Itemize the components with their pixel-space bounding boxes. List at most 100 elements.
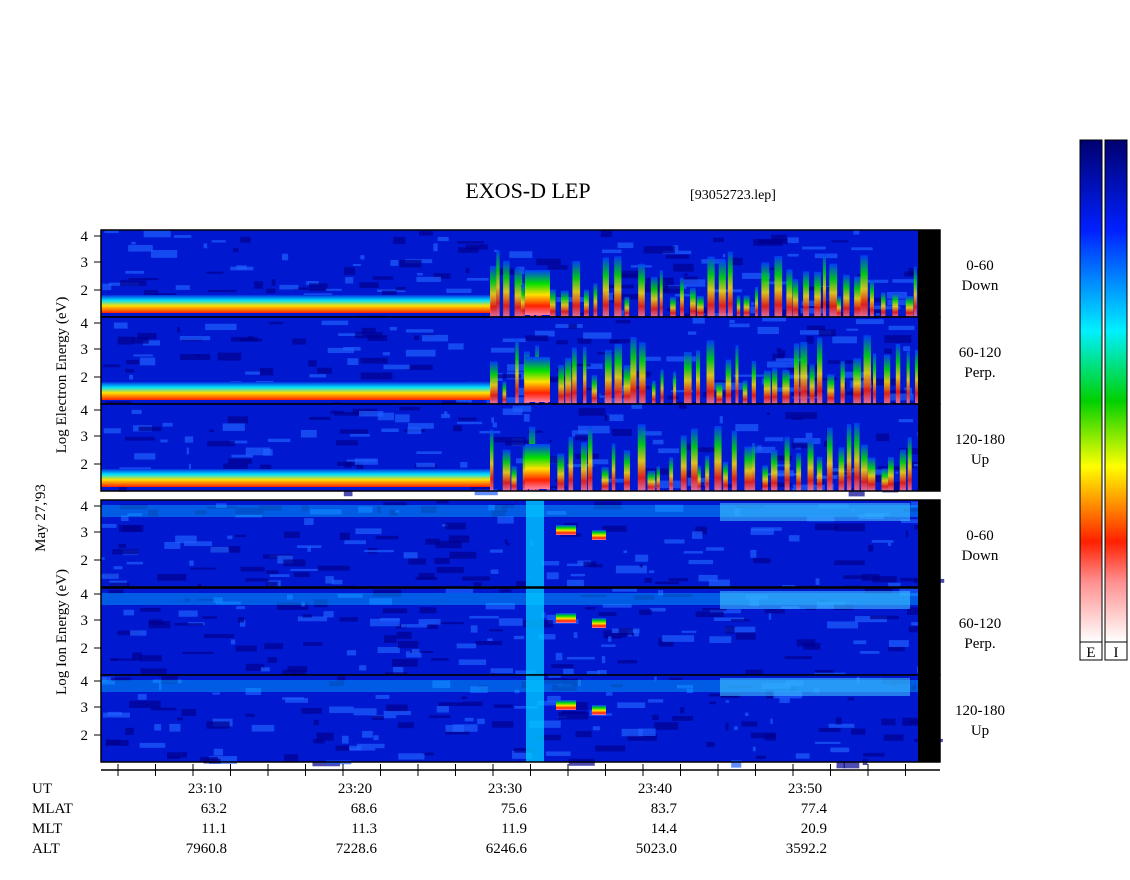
noise (515, 670, 536, 675)
noise (556, 368, 560, 372)
noise (113, 322, 128, 329)
colorbar-label: I (1114, 645, 1119, 661)
noise (764, 437, 784, 442)
noise (848, 488, 865, 497)
noise (615, 320, 631, 324)
noise (393, 236, 406, 245)
burst (774, 256, 783, 317)
noise (655, 504, 684, 512)
noise (900, 519, 926, 524)
ion-spot (592, 618, 606, 628)
noise (617, 242, 634, 249)
noise (854, 306, 883, 315)
noise (575, 731, 592, 738)
noise (195, 354, 200, 357)
noise (222, 423, 245, 431)
noise (728, 257, 743, 266)
noise (140, 607, 161, 612)
noise (610, 339, 631, 344)
burst (707, 256, 715, 317)
noise (617, 702, 646, 709)
noise (317, 367, 332, 374)
noise (805, 432, 813, 439)
noise (417, 273, 423, 276)
noise (834, 560, 865, 566)
noise (437, 236, 449, 242)
noise (598, 612, 617, 616)
noise (708, 579, 730, 588)
noise (537, 700, 558, 706)
burst (656, 466, 660, 491)
noise (662, 250, 692, 255)
noise (317, 565, 350, 571)
noise (648, 570, 655, 573)
y-tick-label: 4 (81, 499, 89, 515)
burst (814, 271, 821, 317)
burst (511, 466, 517, 491)
y-tick-label: 3 (81, 613, 89, 629)
noise (118, 484, 127, 492)
noise (361, 327, 376, 333)
noise (621, 728, 643, 737)
noise (722, 253, 726, 258)
noise (729, 323, 750, 328)
y-tick-label: 3 (81, 342, 89, 358)
noise (868, 544, 874, 552)
noise (290, 568, 319, 571)
noise (631, 632, 635, 636)
noise (735, 424, 759, 432)
burst (690, 287, 696, 317)
noise (602, 525, 627, 532)
noise (309, 374, 327, 378)
noise (683, 279, 706, 287)
noise (566, 579, 584, 587)
y-tick-label: 4 (81, 587, 89, 603)
noise (397, 640, 419, 649)
noise (650, 480, 681, 489)
noise (784, 656, 813, 660)
noise (583, 332, 612, 339)
noise (205, 323, 237, 331)
noise (215, 503, 227, 508)
noise (566, 563, 588, 567)
noise (283, 559, 306, 567)
noise (357, 743, 385, 749)
row-name: UT (32, 781, 52, 797)
noise (377, 647, 400, 654)
noise (775, 358, 804, 362)
noise (634, 594, 655, 600)
noise (364, 549, 394, 553)
noise (606, 292, 614, 301)
noise (245, 663, 265, 671)
noise (286, 594, 293, 600)
noise (491, 417, 495, 423)
noise (725, 626, 756, 633)
noise (895, 471, 899, 474)
noise (111, 677, 132, 682)
noise (306, 281, 319, 286)
noise (665, 254, 690, 259)
noise (445, 522, 466, 530)
noise (339, 429, 368, 434)
noise (541, 561, 560, 566)
noise (458, 417, 477, 421)
noise (766, 361, 796, 368)
noise (456, 241, 484, 244)
noise (209, 756, 237, 764)
noise (549, 439, 552, 443)
row-value: 23:10 (188, 781, 222, 797)
noise (843, 761, 860, 769)
row-value: 14.4 (651, 821, 678, 837)
noise (570, 573, 586, 577)
burst (827, 427, 833, 491)
noise (799, 330, 832, 335)
burst (892, 292, 899, 317)
burst (602, 257, 609, 317)
noise (750, 549, 757, 558)
noise (140, 668, 167, 674)
ion-band (101, 505, 918, 517)
noise (401, 624, 429, 628)
noise (223, 463, 248, 470)
noise (310, 509, 342, 515)
